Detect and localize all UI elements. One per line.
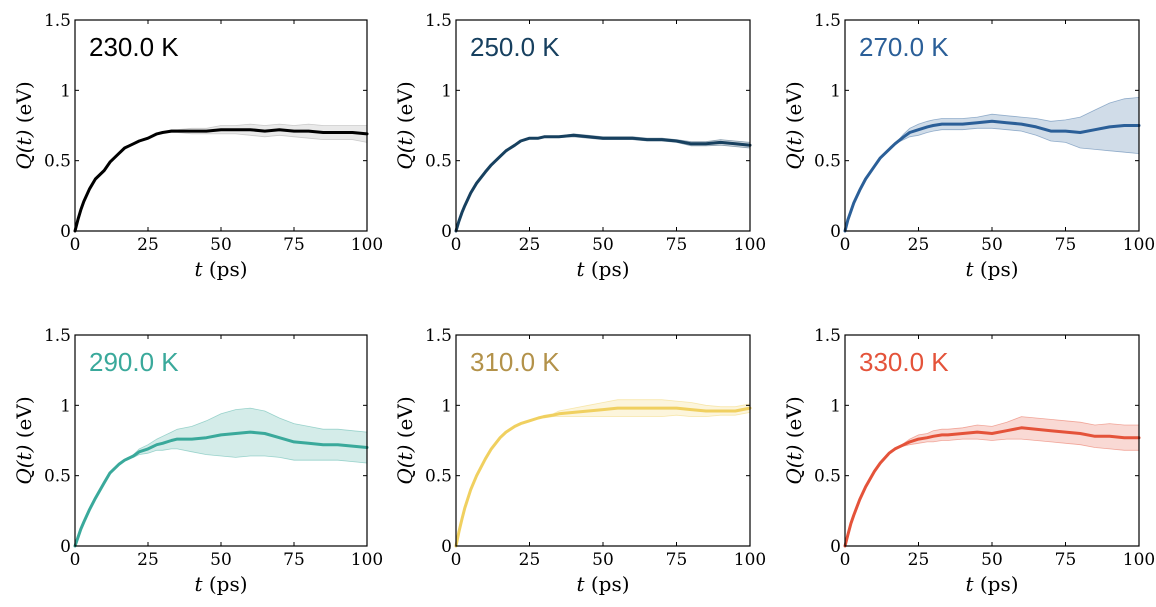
confidence-band <box>455 133 751 232</box>
x-tick-label: 50 <box>981 235 1003 255</box>
panel-1: 0 25 50 75 100 0 0.5 1 1.5 t (ps) Q(t) (eV) 230.0 K <box>12 11 383 281</box>
y-tick-label: 0 <box>830 222 841 242</box>
y-axis-label: Q(t) (eV) <box>782 396 806 484</box>
panel-4: 0 25 50 75 100 0 0.5 1 1.5 t (ps) Q(t) (eV) 290.0 K <box>12 326 383 596</box>
y-tick-label: 1.5 <box>44 326 71 346</box>
x-tick-label: 100 <box>351 550 383 570</box>
y-tick-label: 1 <box>830 81 841 101</box>
x-tick-label: 50 <box>592 550 614 570</box>
x-tick-label: 75 <box>283 235 305 255</box>
x-axis-label: t (ps) <box>194 257 247 281</box>
x-tick-label: 75 <box>283 550 305 570</box>
series-line <box>454 133 752 233</box>
x-tick-label: 50 <box>981 550 1003 570</box>
y-tick-label: 1.5 <box>425 11 452 31</box>
y-tick-label: 0 <box>441 537 452 557</box>
x-tick-label: 75 <box>666 550 688 570</box>
y-tick-label: 0.5 <box>814 467 841 487</box>
series-line <box>454 406 752 548</box>
temperature-label: 290.0 K <box>89 347 179 377</box>
confidence-band <box>844 96 1140 232</box>
temperature-label: 310.0 K <box>470 347 560 377</box>
y-tick-label: 1 <box>830 396 841 416</box>
y-axis-label: Q(t) (eV) <box>782 81 806 169</box>
x-tick-label: 0 <box>451 235 462 255</box>
x-tick-label: 0 <box>451 550 462 570</box>
y-axis-label: Q(t) (eV) <box>12 396 36 484</box>
x-tick-label: 0 <box>840 550 851 570</box>
x-tick-label: 100 <box>734 550 766 570</box>
series-line <box>73 128 369 233</box>
y-tick-label: 0.5 <box>44 152 71 172</box>
y-tick-label: 0.5 <box>44 467 71 487</box>
y-axis-label: Q(t) (eV) <box>393 81 417 169</box>
panel-3: 0 25 50 75 100 0 0.5 1 1.5 t (ps) Q(t) (eV) 270.0 K <box>782 11 1155 281</box>
y-tick-label: 0.5 <box>425 467 452 487</box>
temperature-label: 250.0 K <box>470 32 560 62</box>
x-axis-label: t (ps) <box>965 257 1018 281</box>
x-axis-label: t (ps) <box>576 572 629 596</box>
x-tick-label: 100 <box>1123 235 1155 255</box>
x-tick-label: 0 <box>70 550 81 570</box>
y-tick-label: 1 <box>441 396 452 416</box>
x-tick-label: 50 <box>592 235 614 255</box>
y-tick-label: 1 <box>60 81 71 101</box>
x-tick-label: 25 <box>908 235 930 255</box>
y-axis-label: Q(t) (eV) <box>393 396 417 484</box>
series-line <box>843 119 1141 233</box>
y-tick-label: 1.5 <box>814 11 841 31</box>
confidence-band <box>74 407 368 547</box>
x-tick-label: 75 <box>666 235 688 255</box>
y-tick-label: 0 <box>60 222 71 242</box>
temperature-label: 230.0 K <box>89 32 179 62</box>
x-tick-label: 25 <box>908 550 930 570</box>
x-tick-label: 0 <box>840 235 851 255</box>
x-tick-label: 100 <box>1123 550 1155 570</box>
x-tick-label: 50 <box>210 550 232 570</box>
x-tick-label: 25 <box>137 550 159 570</box>
x-tick-label: 75 <box>1055 235 1077 255</box>
x-tick-label: 75 <box>1055 550 1077 570</box>
y-tick-label: 1 <box>441 81 452 101</box>
x-tick-label: 50 <box>210 235 232 255</box>
x-tick-label: 25 <box>519 550 541 570</box>
x-tick-label: 0 <box>70 235 81 255</box>
panel-6: 0 25 50 75 100 0 0.5 1 1.5 t (ps) Q(t) (eV) 330.0 K <box>782 326 1155 596</box>
x-tick-label: 25 <box>137 235 159 255</box>
panel-2: 0 25 50 75 100 0 0.5 1 1.5 t (ps) Q(t) (eV) 250.0 K <box>393 11 766 281</box>
y-tick-label: 1.5 <box>44 11 71 31</box>
x-tick-label: 100 <box>351 235 383 255</box>
y-tick-label: 0.5 <box>425 152 452 172</box>
x-axis-label: t (ps) <box>576 257 629 281</box>
y-axis-label: Q(t) (eV) <box>12 81 36 169</box>
x-tick-label: 25 <box>519 235 541 255</box>
x-axis-label: t (ps) <box>194 572 247 596</box>
y-tick-label: 0 <box>441 222 452 242</box>
series-line <box>73 430 369 548</box>
y-tick-label: 0.5 <box>814 152 841 172</box>
confidence-band <box>74 123 368 232</box>
x-tick-label: 100 <box>734 235 766 255</box>
x-axis-label: t (ps) <box>965 572 1018 596</box>
series-line <box>843 426 1141 548</box>
y-tick-label: 0 <box>60 537 71 557</box>
y-tick-label: 1 <box>60 396 71 416</box>
temperature-label: 270.0 K <box>859 32 949 62</box>
temperature-label: 330.0 K <box>859 347 949 377</box>
y-tick-label: 1.5 <box>814 326 841 346</box>
confidence-band <box>455 399 751 547</box>
panel-5: 0 25 50 75 100 0 0.5 1 1.5 t (ps) Q(t) (eV) 310.0 K <box>393 326 766 596</box>
y-tick-label: 1.5 <box>425 326 452 346</box>
y-tick-label: 0 <box>830 537 841 557</box>
